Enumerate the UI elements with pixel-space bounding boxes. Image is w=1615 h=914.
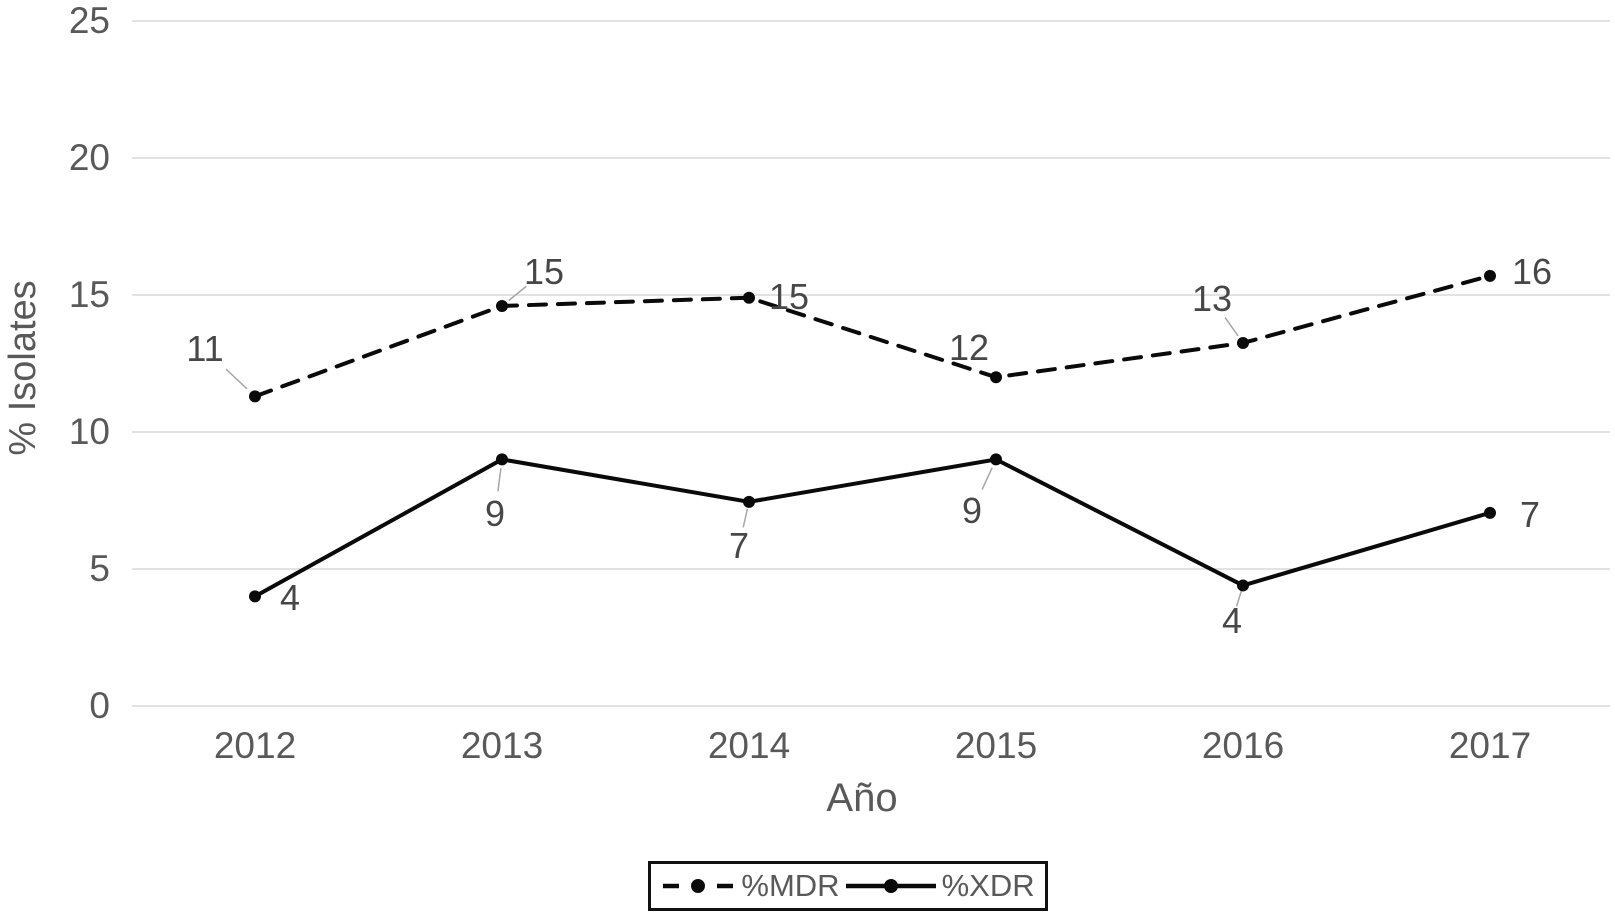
data-point-xdr-2016 <box>1237 579 1249 592</box>
label-leader-line <box>742 508 749 528</box>
data-point-mdr-2012 <box>249 390 261 403</box>
data-point-xdr-2015 <box>990 453 1002 466</box>
xdr-solid-line-sample-icon <box>845 875 936 897</box>
y-tick-label-5: 5 <box>89 548 110 589</box>
data-point-mdr-2014 <box>743 291 755 304</box>
label-leader-line <box>1224 316 1239 337</box>
x-tick-label-2017: 2017 <box>1448 725 1532 766</box>
y-tick-label-15: 15 <box>68 274 110 315</box>
legend-label-xdr: %XDR <box>941 868 1035 903</box>
data-label-mdr-2015: 12 <box>948 327 990 369</box>
label-leader-line <box>497 468 502 492</box>
y-tick-label-10: 10 <box>68 411 110 452</box>
data-label-xdr-2012: 4 <box>279 577 301 619</box>
data-point-mdr-2013 <box>496 299 508 312</box>
data-point-xdr-2014 <box>743 495 755 508</box>
data-point-mdr-2017 <box>1484 269 1496 282</box>
data-label-xdr-2014: 7 <box>728 524 750 566</box>
data-label-xdr-2015: 9 <box>961 490 983 532</box>
legend-label-mdr: %MDR <box>741 868 840 903</box>
x-tick-label-2016: 2016 <box>1201 725 1285 766</box>
x-tick-label-2014: 2014 <box>707 725 791 766</box>
x-tick-label-2012: 2012 <box>213 725 297 766</box>
data-label-mdr-2012: 11 <box>186 328 224 370</box>
data-label-mdr-2013: 15 <box>523 250 565 292</box>
series-line-xdr <box>253 457 1492 599</box>
data-point-mdr-2016 <box>1237 336 1249 349</box>
mdr-dashed-line-sample-icon <box>661 875 735 897</box>
data-label-mdr-2014: 15 <box>768 275 810 317</box>
data-label-mdr-2017: 16 <box>1511 250 1553 292</box>
y-axis-title: % Isolates <box>2 280 44 456</box>
data-label-xdr-2013: 9 <box>484 493 506 535</box>
data-point-xdr-2012 <box>249 590 261 603</box>
data-label-xdr-2016: 4 <box>1221 600 1243 642</box>
data-label-mdr-2016: 13 <box>1191 277 1233 319</box>
data-point-xdr-2017 <box>1484 506 1496 519</box>
x-axis-title: Año <box>826 776 898 820</box>
label-leader-line <box>981 467 993 490</box>
x-tick-label-2013: 2013 <box>460 725 544 766</box>
data-point-xdr-2013 <box>496 453 508 466</box>
data-point-mdr-2015 <box>990 371 1002 384</box>
series-line-mdr <box>253 273 1492 399</box>
y-tick-label-0: 0 <box>89 685 110 726</box>
label-leader-line <box>1235 590 1242 607</box>
data-label-xdr-2017: 7 <box>1519 493 1541 535</box>
x-tick-label-2015: 2015 <box>954 725 1038 766</box>
label-leader-line <box>508 285 527 302</box>
y-tick-label-25: 25 <box>68 0 110 41</box>
label-leader-line <box>225 368 248 390</box>
legend: %MDR %XDR <box>648 861 1048 911</box>
y-tick-label-20: 20 <box>68 137 110 178</box>
